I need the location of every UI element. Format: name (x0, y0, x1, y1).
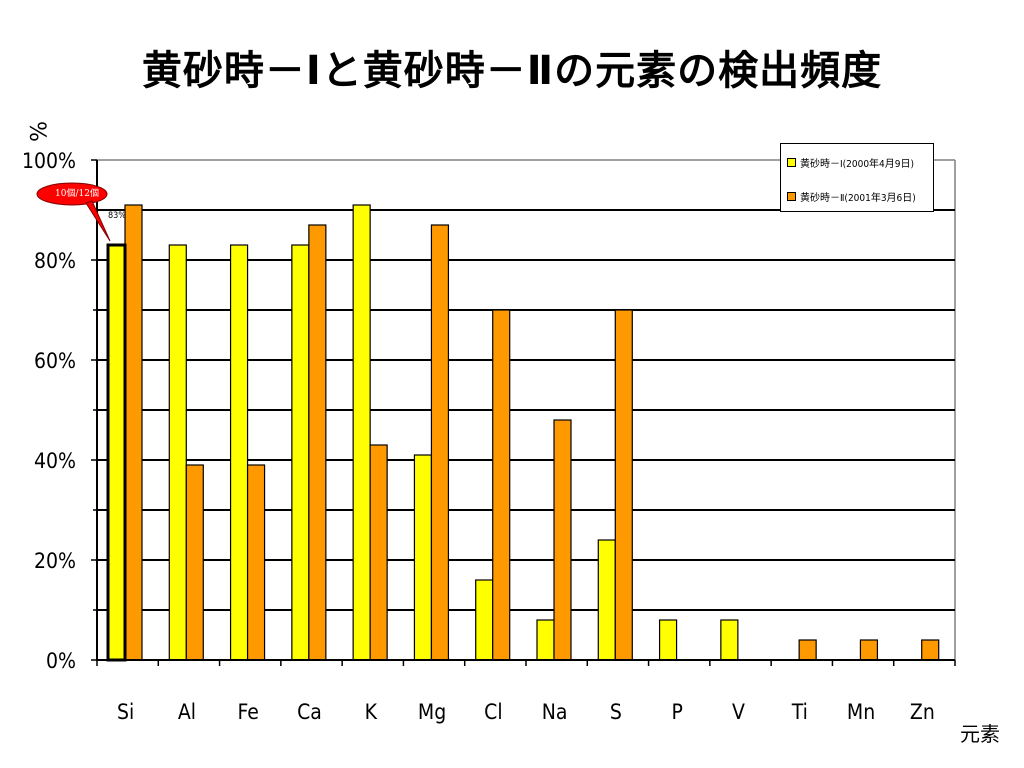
legend: 黄砂時－Ⅰ(2000年4月9日) 黄砂時－Ⅱ(2001年3月6日) (780, 143, 934, 212)
bar-al-series-1 (168, 244, 187, 661)
y-tick-label: 40% (34, 449, 76, 473)
bar-cl-series-1 (475, 579, 494, 661)
bar-k-series-2 (369, 444, 388, 661)
x-axis-unit: 元素 (960, 722, 1000, 746)
bar-s-series-2 (614, 309, 633, 661)
x-tick-label-na: Na (542, 700, 568, 724)
legend-swatch-series-2 (787, 191, 796, 201)
legend-item-series-1: 黄砂時－Ⅰ(2000年4月9日) (787, 155, 915, 170)
bar-k-series-1 (352, 204, 371, 661)
bar-na-series-1 (536, 619, 555, 661)
x-tick-label-v: V (732, 700, 745, 724)
bar-p-series-1 (658, 619, 678, 661)
x-tick-label-al: Al (178, 700, 196, 724)
bar-si-series-2 (124, 204, 143, 661)
bar-ca-series-2 (308, 224, 327, 661)
y-tick-label: 60% (34, 349, 76, 373)
bar-s-series-1 (597, 539, 616, 661)
x-tick-labels: Si Al Fe Ca K Mg Cl Na S P V Ti Mn Zn (117, 700, 935, 724)
y-tick-label: 100% (22, 149, 76, 173)
legend-item-series-2: 黄砂時－Ⅱ(2001年3月6日) (787, 189, 916, 204)
y-tick-labels: 0% 20% 40% 60% 80% 100% (22, 149, 76, 673)
bar-mn-series-2 (859, 639, 879, 661)
y-axis-unit: % (24, 121, 49, 142)
bar-zn-series-2 (921, 639, 940, 661)
legend-label-series-2: 黄砂時－Ⅱ(2001年3月6日) (800, 192, 916, 204)
bar-na-series-2 (553, 419, 572, 661)
bar-fe-series-1 (229, 244, 249, 661)
callout-bubble (36, 182, 111, 242)
x-tick-label-zn: Zn (910, 700, 935, 724)
x-tick-label-ca: Ca (297, 700, 322, 724)
x-tick-label-ti: Ti (791, 700, 808, 724)
legend-swatch-series-1 (787, 157, 796, 167)
legend-label-series-1: 黄砂時－Ⅰ(2000年4月9日) (800, 158, 915, 170)
x-tick-label-fe: Fe (238, 700, 259, 724)
x-tick-label-cl: Cl (484, 700, 502, 724)
x-tick-label-mn: Mn (847, 700, 875, 724)
data-label-si: 83% (108, 211, 126, 221)
x-tick-label-p: P (672, 700, 683, 724)
y-tick-label: 20% (34, 549, 76, 573)
bar-ca-series-1 (291, 244, 310, 661)
x-tick-label-mg: Mg (418, 700, 446, 724)
y-tick-label: 0% (46, 649, 76, 673)
axes (91, 159, 956, 666)
gridlines (97, 159, 956, 660)
bar-mg-series-2 (430, 224, 450, 661)
bar-si-series-1 (107, 244, 126, 661)
bar-ti-series-2 (798, 639, 817, 661)
y-tick-label: 80% (34, 249, 76, 273)
bars (106, 204, 940, 662)
chart-title: 黄砂時－Ⅰと黄砂時－Ⅱの元素の検出頻度 (141, 48, 883, 94)
callout-text: 10個/12個 (55, 189, 99, 199)
bar-v-series-1 (720, 619, 739, 661)
bar-mg-series-1 (413, 454, 433, 661)
x-tick-label-s: S (610, 700, 622, 724)
x-tick-label-k: K (365, 700, 378, 724)
bar-al-series-2 (185, 464, 204, 661)
bar-fe-series-2 (246, 464, 266, 661)
x-tick-label-si: Si (117, 700, 134, 724)
bar-cl-series-2 (492, 309, 511, 661)
